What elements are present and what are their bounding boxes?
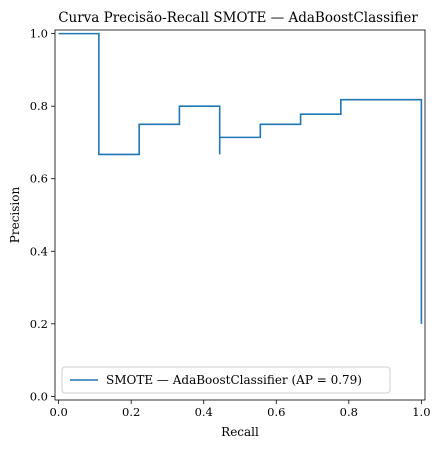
x-tick-label: 0.2 [122,405,140,419]
x-tick-label: 0.8 [340,405,358,419]
x-tick-label: 0.4 [195,405,213,419]
y-tick-label: 0.4 [30,244,48,258]
series-layer [58,32,423,324]
x-tick-label: 0.0 [49,405,67,419]
plot-area [54,29,426,401]
y-tick-label: 1.0 [30,27,48,41]
x-axis-ticks: 0.0 0.2 0.4 0.6 0.8 1.0 [49,400,431,419]
x-tick-label: 0.6 [267,405,285,419]
y-axis-ticks: 0.0 0.2 0.4 0.6 0.8 1.0 [30,27,55,403]
y-axis-label: Precision [8,187,22,244]
pr-curve-line [58,32,423,324]
x-axis-label: Recall [221,425,259,439]
legend-box [61,366,391,394]
legend: SMOTE — AdaBoostClassifier (AP = 0.79) [61,366,391,394]
chart-title: Curva Precisão-Recall SMOTE — AdaBoostCl… [58,10,418,26]
y-tick-label: 0.8 [30,99,48,113]
y-tick-label: 0.2 [30,317,48,331]
x-tick-label: 1.0 [412,405,430,419]
legend-label: SMOTE — AdaBoostClassifier (AP = 0.79) [106,373,362,387]
y-tick-label: 0.0 [30,389,48,403]
y-tick-label: 0.6 [30,172,48,186]
